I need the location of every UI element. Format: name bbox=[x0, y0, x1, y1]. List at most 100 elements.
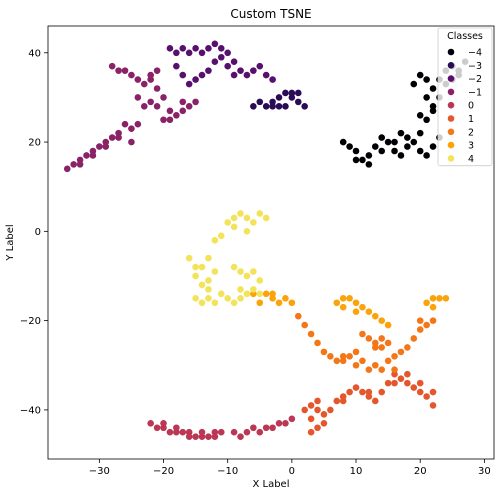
data-point bbox=[378, 335, 385, 342]
data-point bbox=[185, 254, 193, 262]
data-point bbox=[416, 326, 424, 333]
data-point bbox=[275, 299, 283, 307]
data-point bbox=[115, 67, 122, 74]
data-point bbox=[397, 129, 405, 137]
data-point bbox=[205, 277, 212, 284]
data-point bbox=[397, 152, 405, 159]
data-point bbox=[346, 353, 353, 360]
legend-marker bbox=[447, 128, 455, 136]
data-point bbox=[365, 366, 373, 374]
data-point bbox=[262, 103, 270, 110]
data-point bbox=[256, 210, 264, 217]
points-layer bbox=[63, 40, 469, 440]
data-point bbox=[140, 80, 148, 88]
data-point bbox=[423, 94, 430, 101]
plot-frame bbox=[47, 25, 495, 460]
data-point bbox=[173, 49, 180, 57]
data-point bbox=[179, 107, 187, 115]
data-point bbox=[179, 428, 187, 436]
data-point bbox=[429, 303, 437, 311]
data-point bbox=[294, 98, 302, 106]
data-point bbox=[391, 366, 398, 374]
data-point bbox=[314, 397, 321, 405]
legend-marker bbox=[447, 75, 455, 82]
data-point bbox=[256, 299, 264, 307]
data-point bbox=[224, 219, 231, 226]
data-point bbox=[378, 147, 385, 155]
data-point bbox=[179, 45, 187, 52]
data-point bbox=[237, 294, 244, 302]
data-point bbox=[429, 85, 437, 92]
legend-label: 1 bbox=[468, 114, 474, 125]
y-tick-label: 0 bbox=[35, 227, 41, 238]
data-point bbox=[384, 321, 392, 329]
legend-label: 3 bbox=[468, 141, 474, 152]
data-point bbox=[269, 103, 276, 110]
data-point bbox=[294, 89, 302, 97]
data-point bbox=[211, 236, 219, 244]
data-point bbox=[327, 406, 334, 414]
data-point bbox=[63, 165, 71, 173]
data-point bbox=[153, 85, 161, 92]
legend-items: −4 −3 −2 −1 0 1 2 3 4 bbox=[447, 48, 482, 165]
data-point bbox=[185, 103, 193, 110]
data-point bbox=[359, 388, 366, 396]
data-point bbox=[160, 419, 167, 427]
data-point bbox=[108, 134, 116, 141]
data-point bbox=[108, 62, 116, 70]
legend-marker bbox=[447, 88, 455, 96]
x-tick-label: 30 bbox=[478, 466, 491, 477]
data-point bbox=[237, 268, 244, 275]
legend-marker bbox=[447, 101, 455, 109]
y-axis-label: Y Label bbox=[5, 224, 16, 261]
data-point bbox=[314, 406, 321, 414]
x-tick-label: −10 bbox=[217, 466, 238, 477]
data-point bbox=[429, 388, 437, 396]
data-point bbox=[243, 71, 251, 79]
data-point bbox=[410, 384, 418, 391]
y-tick-label: −40 bbox=[20, 405, 41, 416]
data-point bbox=[134, 120, 142, 128]
x-axis: −30 −20 −10 0 10 20 30 bbox=[89, 459, 491, 477]
data-point bbox=[230, 71, 238, 79]
data-point bbox=[230, 58, 238, 66]
data-point bbox=[217, 45, 225, 52]
data-point bbox=[147, 419, 154, 427]
data-point bbox=[237, 286, 244, 293]
data-point bbox=[327, 353, 334, 360]
x-tick-label: 10 bbox=[350, 466, 363, 477]
data-point bbox=[250, 103, 257, 110]
data-point bbox=[166, 45, 174, 52]
data-point bbox=[365, 308, 373, 315]
data-point bbox=[365, 388, 373, 396]
data-point bbox=[416, 379, 424, 387]
data-point bbox=[416, 111, 424, 119]
data-point bbox=[346, 294, 353, 302]
data-point bbox=[294, 312, 302, 320]
data-point bbox=[134, 76, 142, 83]
legend-marker bbox=[447, 155, 455, 162]
data-point bbox=[262, 290, 270, 298]
data-point bbox=[301, 321, 308, 329]
data-point bbox=[147, 71, 154, 79]
data-point bbox=[384, 379, 392, 387]
data-point bbox=[384, 339, 392, 347]
data-point bbox=[416, 71, 424, 79]
data-point bbox=[282, 103, 289, 110]
data-point bbox=[211, 299, 219, 307]
data-point bbox=[243, 290, 251, 298]
data-point bbox=[256, 290, 264, 298]
data-point bbox=[429, 107, 437, 115]
y-tick-label: 20 bbox=[28, 138, 41, 149]
data-point bbox=[378, 134, 385, 141]
data-point bbox=[352, 299, 360, 307]
data-point bbox=[352, 147, 360, 155]
data-point bbox=[192, 98, 199, 106]
data-point bbox=[288, 89, 296, 97]
data-point bbox=[416, 388, 424, 396]
data-point bbox=[301, 103, 308, 110]
legend-label: −4 bbox=[468, 48, 482, 59]
data-point bbox=[179, 71, 187, 79]
data-point bbox=[153, 67, 161, 74]
